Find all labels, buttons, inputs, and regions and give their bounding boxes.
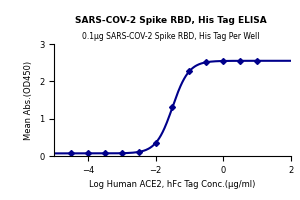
- Y-axis label: Mean Abs.(OD450): Mean Abs.(OD450): [24, 60, 33, 140]
- Text: SARS-COV-2 Spike RBD, His Tag ELISA: SARS-COV-2 Spike RBD, His Tag ELISA: [75, 16, 267, 25]
- Text: 0.1μg SARS-COV-2 Spike RBD, His Tag Per Well: 0.1μg SARS-COV-2 Spike RBD, His Tag Per …: [82, 32, 260, 41]
- X-axis label: Log Human ACE2, hFc Tag Conc.(μg/ml): Log Human ACE2, hFc Tag Conc.(μg/ml): [89, 180, 256, 189]
